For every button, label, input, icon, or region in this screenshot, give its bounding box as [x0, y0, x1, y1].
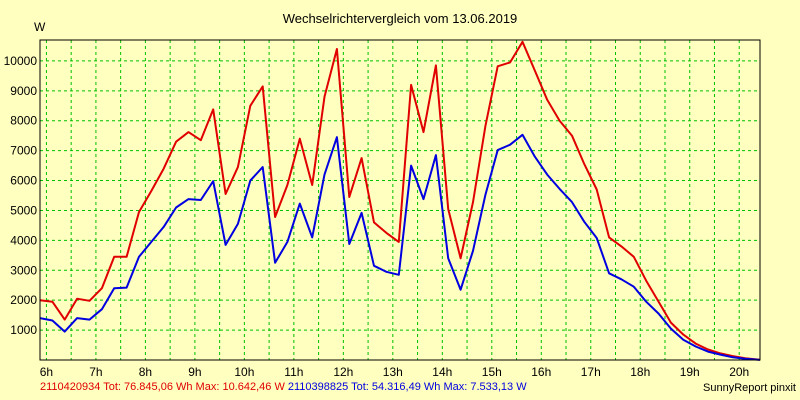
series-group [39, 40, 761, 361]
x-tick-label: 20h [729, 365, 749, 379]
series-line-2 [39, 133, 761, 361]
series1-summary: 2110420934 Tot: 76.845,06 Wh Max: 10.642… [40, 381, 285, 393]
y-tick-label: 8000 [10, 114, 37, 128]
x-tick-label: 10h [234, 365, 254, 379]
x-tick-label: 6h [40, 365, 53, 379]
y-tick-label: 6000 [10, 174, 37, 188]
x-tick-label: 8h [139, 365, 152, 379]
x-tick-label: 12h [333, 365, 353, 379]
chart-title: Wechselrichtervergleich vom 13.06.2019 [283, 11, 518, 26]
x-tick-label: 19h [680, 365, 700, 379]
y-tick-label: 7000 [10, 144, 37, 158]
series-line-1 [39, 40, 761, 361]
y-tick-label: 9000 [10, 84, 37, 98]
y-tick-label: 4000 [10, 233, 37, 247]
y-axis-label: W [34, 20, 46, 34]
y-tick-label: 3000 [10, 263, 37, 277]
y-tick-label: 10000 [4, 54, 38, 68]
series2-summary: 2110398825 Tot: 54.316,49 Wh Max: 7.533,… [287, 381, 527, 393]
x-tick-label: 14h [432, 365, 452, 379]
x-tick-label: 15h [482, 365, 502, 379]
x-tick-label: 16h [531, 365, 551, 379]
y-tick-label: 2000 [10, 293, 37, 307]
grid [40, 40, 760, 360]
x-tick-label: 13h [383, 365, 403, 379]
y-tick-labels: 1000 2000 3000 4000 5000 6000 7000 8000 9000 1000… [4, 54, 38, 337]
y-tick-label: 5000 [10, 203, 37, 217]
footer-summary: 2110420934 Tot: 76.845,06 Wh Max: 10.642… [40, 381, 527, 393]
credit-label: SunnyReport pinxit [703, 382, 796, 394]
x-tick-label: 17h [581, 365, 601, 379]
x-tick-labels: 6h 7h 8h 9h 10h 11h 12h 13h 14h 15h 16h 17h 18h 19h 20… [40, 365, 749, 379]
y-tick-label: 1000 [10, 323, 37, 337]
x-tick-label: 11h [284, 365, 303, 379]
plot-frame [39, 39, 761, 361]
x-tick-label: 7h [89, 365, 102, 379]
x-tick-label: 18h [630, 365, 650, 379]
x-tick-label: 9h [188, 365, 201, 379]
